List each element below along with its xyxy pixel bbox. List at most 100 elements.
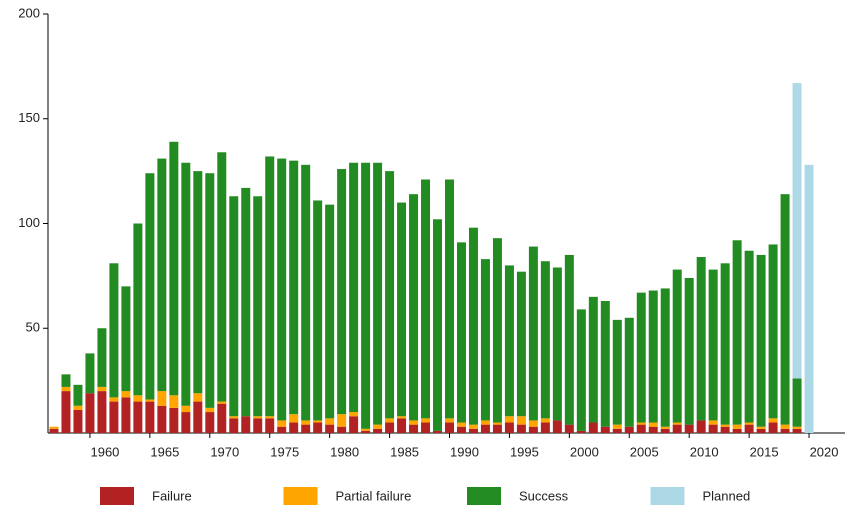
- bar-segment: [564, 424, 574, 433]
- bar-segment: [325, 204, 335, 419]
- bar-segment: [516, 416, 526, 425]
- y-tick-label: 50: [26, 320, 40, 335]
- bar-segment: [433, 219, 443, 431]
- bar-segment: [325, 418, 335, 425]
- bar-segment: [265, 416, 275, 419]
- bar-segment: [588, 422, 598, 433]
- bar-segment: [133, 223, 143, 396]
- bar-segment: [241, 187, 251, 417]
- bar-segment: [61, 374, 71, 387]
- bar-segment: [85, 353, 95, 394]
- bar-segment: [397, 416, 407, 419]
- bar-segment: [612, 319, 622, 425]
- bar-segment: [528, 420, 538, 427]
- bar-segment: [121, 286, 131, 392]
- bar-segment: [205, 407, 215, 413]
- bar-segment: [720, 426, 730, 433]
- bar-segment: [61, 386, 71, 392]
- bar-segment: [421, 422, 431, 433]
- bar-segment: [229, 418, 239, 433]
- bar-segment: [576, 309, 586, 431]
- bar-segment: [169, 141, 179, 396]
- bar-segment: [445, 418, 454, 423]
- bar-segment: [289, 160, 299, 415]
- legend-swatch: [283, 487, 318, 505]
- legend-label: Success: [519, 488, 569, 503]
- bar-segment: [552, 420, 562, 433]
- bar-segment: [792, 378, 802, 427]
- bar-segment: [756, 254, 766, 427]
- bar-segment: [480, 424, 490, 433]
- bar-segment: [121, 397, 131, 433]
- bar-segment: [744, 422, 754, 425]
- bar-segment: [409, 420, 419, 425]
- bar-segment: [133, 401, 143, 433]
- legend-label: Partial failure: [336, 488, 412, 503]
- bar-segment: [648, 422, 658, 427]
- bar-segment: [696, 257, 706, 421]
- bar-segment: [492, 422, 502, 425]
- bar-segment: [349, 162, 359, 413]
- bar-segment: [217, 401, 227, 404]
- bar-segment: [73, 409, 83, 433]
- bar-segment: [516, 424, 526, 433]
- bar-segment: [708, 269, 718, 421]
- bar-segment: [624, 317, 634, 427]
- bar-segment: [636, 422, 646, 425]
- legend-label: Planned: [703, 488, 751, 503]
- bar-segment: [361, 430, 371, 433]
- bar-segment: [636, 292, 646, 423]
- bar-segment: [528, 426, 538, 433]
- bar-segment: [480, 420, 490, 425]
- bar-segment: [181, 162, 191, 406]
- bar-segment: [277, 420, 287, 427]
- bar-segment: [468, 227, 478, 425]
- bar-segment: [289, 414, 299, 423]
- bar-segment: [660, 428, 670, 433]
- bar-segment: [301, 420, 311, 425]
- bar-segment: [756, 428, 766, 433]
- bar-segment: [97, 391, 107, 433]
- bar-segment: [660, 426, 670, 429]
- bar-segment: [792, 426, 802, 429]
- bar-segment: [301, 164, 311, 421]
- bar-segment: [385, 171, 395, 419]
- bar-segment: [421, 179, 431, 419]
- bar-segment: [397, 418, 407, 433]
- x-tick-label: 1985: [390, 444, 419, 459]
- bar-segment: [612, 428, 622, 433]
- bar-segment: [492, 424, 502, 433]
- bar-segment: [397, 202, 407, 417]
- x-tick-label: 1995: [510, 444, 539, 459]
- bar-segment: [169, 395, 179, 408]
- bar-segment: [193, 393, 203, 402]
- bar-segment: [385, 418, 395, 423]
- bar-segment: [456, 422, 466, 427]
- x-tick-label: 1980: [330, 444, 359, 459]
- x-tick-label: 2015: [750, 444, 779, 459]
- y-tick-label: 150: [18, 110, 40, 125]
- bar-segment: [744, 250, 754, 423]
- bar-segment: [732, 428, 742, 433]
- bar-segment: [73, 384, 83, 406]
- bar-segment: [636, 424, 646, 433]
- bar-segment: [265, 156, 275, 417]
- x-tick-label: 2020: [810, 444, 839, 459]
- bar-segment: [217, 403, 227, 433]
- bar-segment: [708, 420, 718, 425]
- x-tick-label: 2000: [570, 444, 599, 459]
- bar-segment: [337, 169, 347, 415]
- bar-segment: [624, 426, 634, 433]
- bar-segment: [648, 290, 658, 423]
- bar-segment: [145, 399, 155, 402]
- bar-segment: [181, 412, 191, 433]
- bar-segment: [109, 401, 119, 433]
- bar-segment: [780, 428, 790, 433]
- bar-segment: [456, 426, 466, 433]
- bar-segment: [109, 263, 119, 398]
- x-tick-label: 1965: [150, 444, 179, 459]
- bar-segment: [744, 424, 754, 433]
- x-tick-label: 2005: [630, 444, 659, 459]
- bar-segment: [768, 422, 778, 433]
